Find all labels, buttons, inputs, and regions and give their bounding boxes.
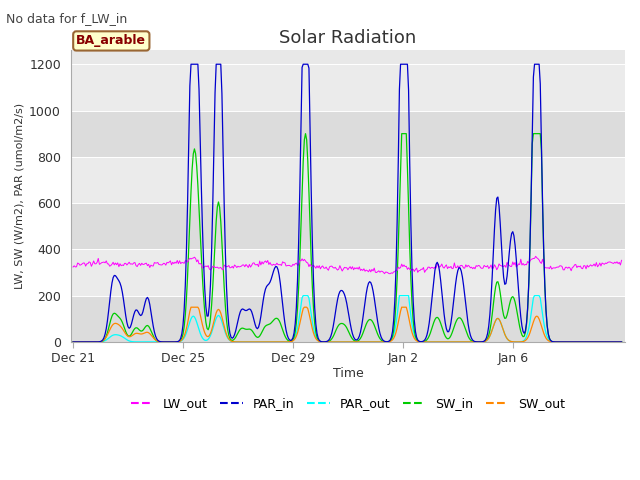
- Text: BA_arable: BA_arable: [76, 35, 147, 48]
- Bar: [71, 203, 625, 249]
- Bar: [71, 157, 625, 203]
- Y-axis label: LW, SW (W/m2), PAR (umol/m2/s): LW, SW (W/m2), PAR (umol/m2/s): [15, 103, 25, 289]
- Title: Solar Radiation: Solar Radiation: [279, 29, 417, 48]
- Bar: [71, 110, 625, 157]
- Bar: [71, 64, 625, 110]
- X-axis label: Time: Time: [333, 367, 364, 380]
- Bar: [71, 249, 625, 296]
- Legend: LW_out, PAR_in, PAR_out, SW_in, SW_out: LW_out, PAR_in, PAR_out, SW_in, SW_out: [125, 392, 570, 415]
- Text: No data for f_LW_in: No data for f_LW_in: [6, 12, 127, 25]
- Bar: [71, 296, 625, 342]
